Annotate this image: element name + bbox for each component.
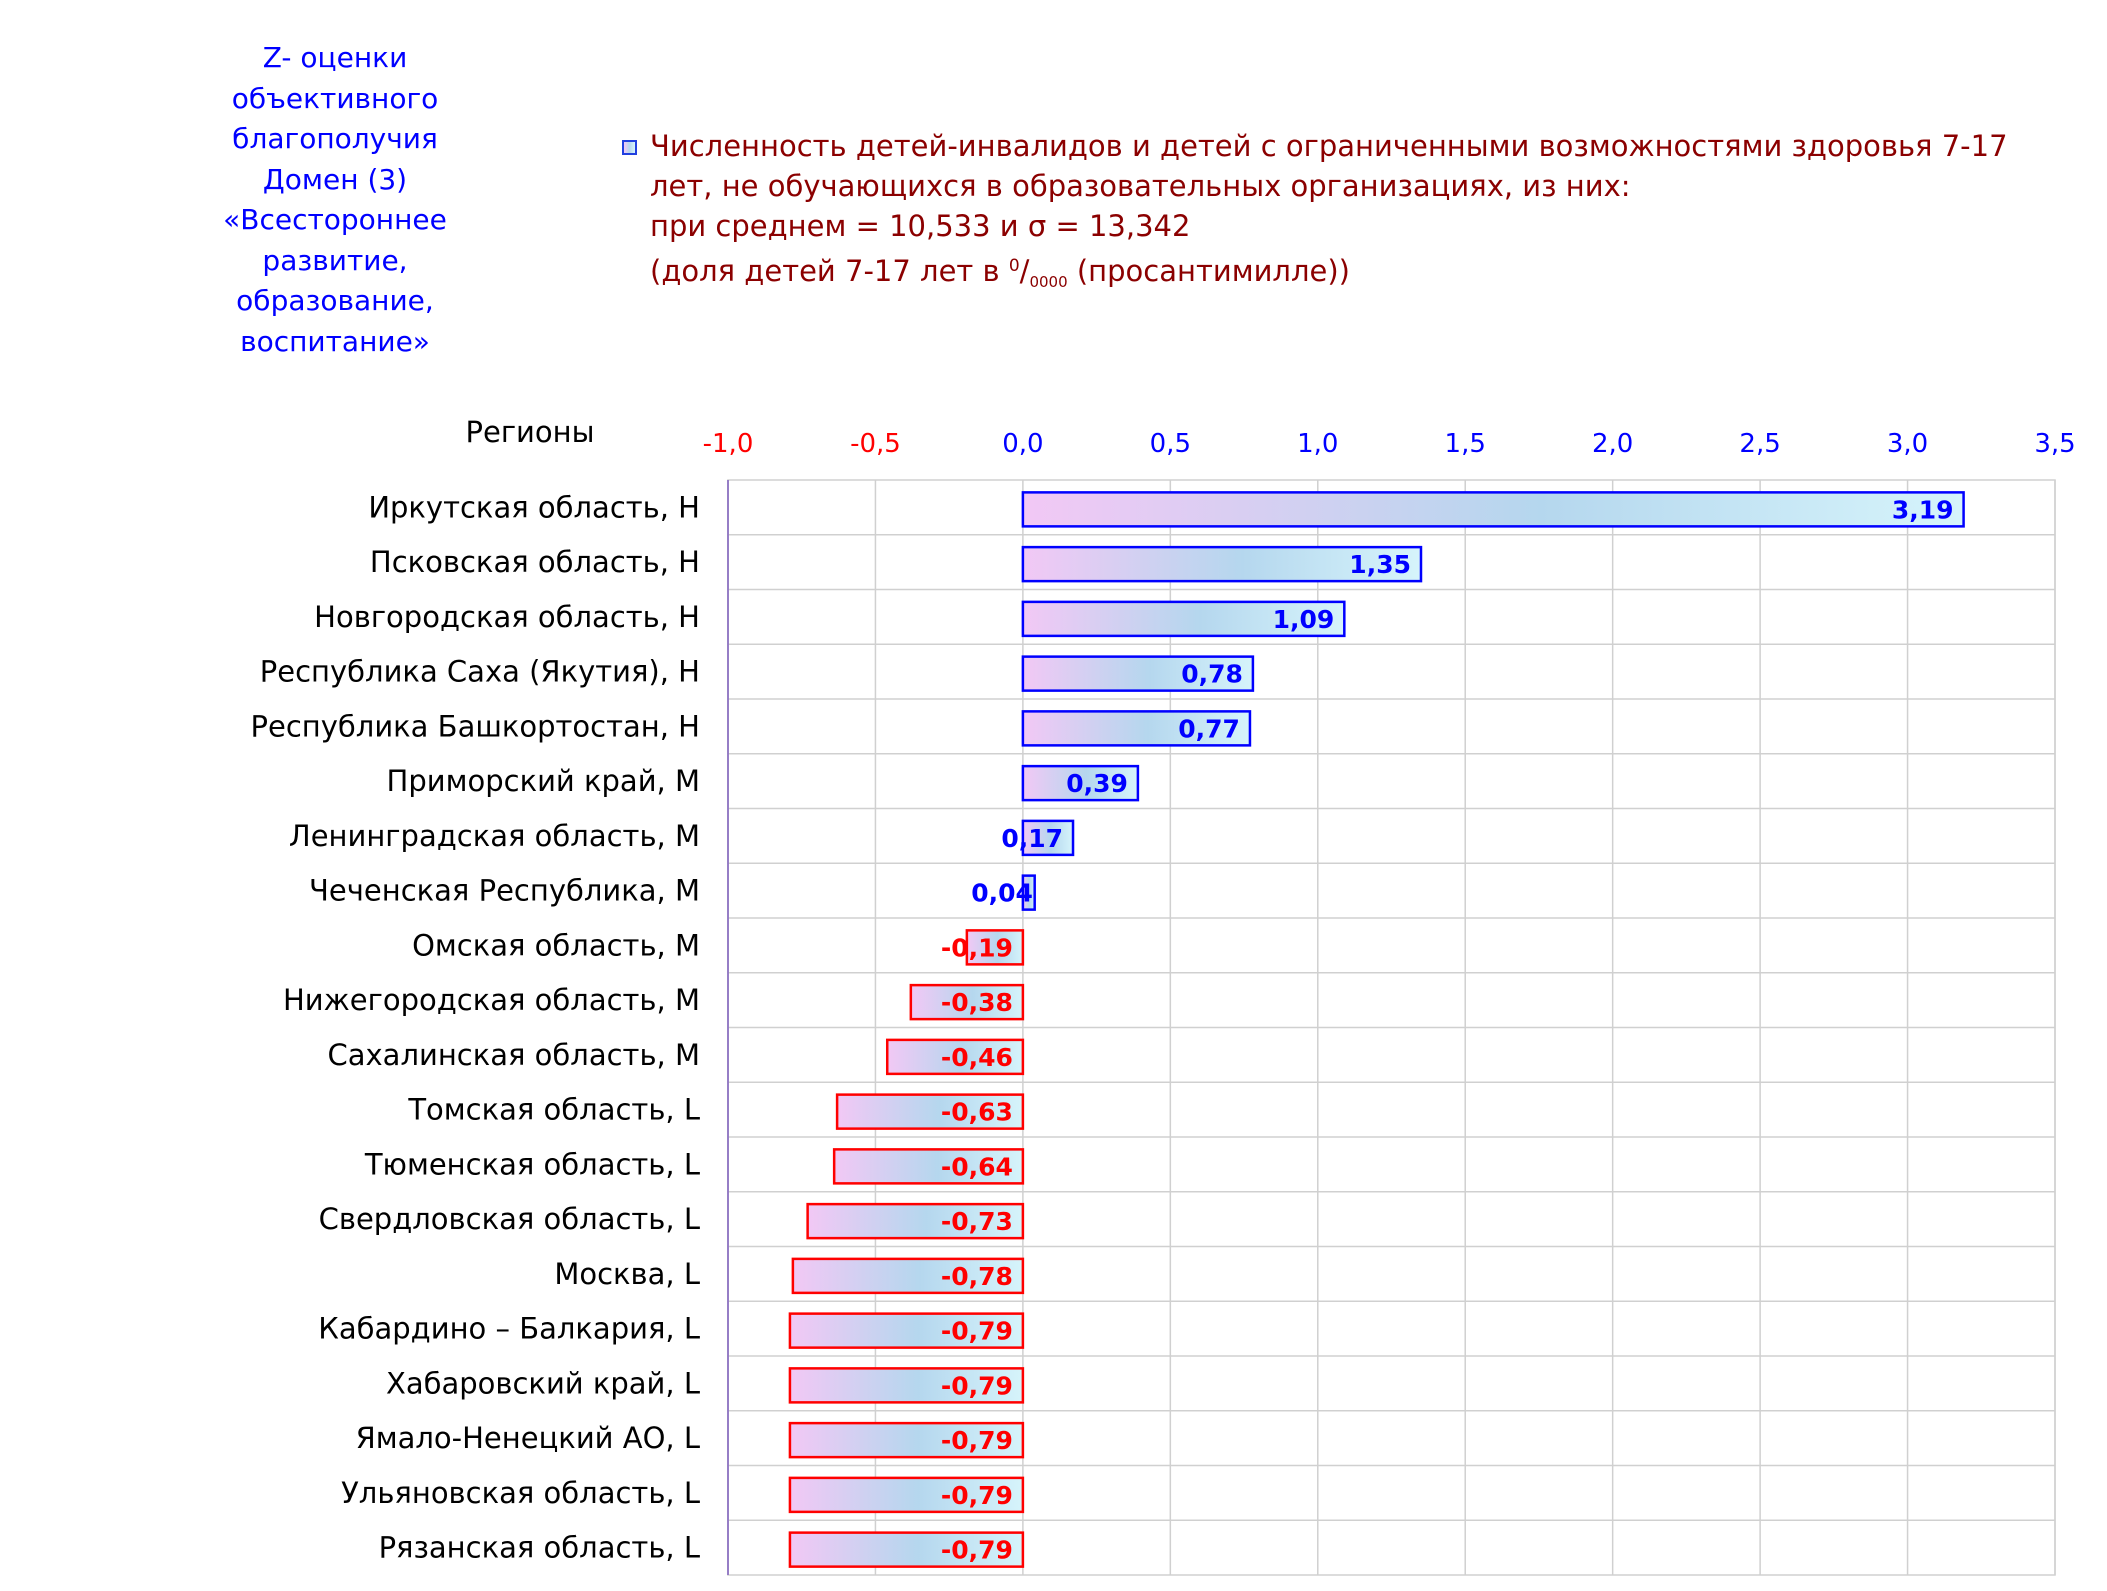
category-label: Хабаровский край, L [386,1366,700,1400]
bar [1021,874,1036,911]
category-label: Псковская область, H [370,545,700,579]
category-label: Ульяновская область, L [341,1476,700,1510]
data-label: -0,78 [941,1262,1013,1291]
side-title-line: развитие, [262,243,408,277]
category-label: Рязанская область, L [379,1531,700,1565]
side-title-line: благополучия [232,122,438,155]
x-tick-label: 3,0 [1887,429,1928,459]
chart-legend: Численность детей-инвалидов и детей с ог… [622,126,2008,302]
x-tick-label: 1,5 [1445,429,1486,459]
category-label: Нижегородская область, M [283,983,700,1017]
x-tick-label: 3,5 [2034,429,2075,459]
data-label: 0,78 [1181,660,1243,689]
bar [1021,710,1252,747]
data-label: -0,79 [941,1426,1013,1455]
bar [909,983,1025,1021]
x-axis-ticks: -1,0 -0,5 0,0 0,5 1,0 1,5 2,0 2,5 3,0 3,5 [703,429,2076,459]
x-tick-label: -0,5 [850,429,901,459]
data-label: -0,64 [941,1152,1013,1181]
bar [788,1312,1025,1349]
data-label: 1,09 [1273,605,1335,634]
category-label: Омская область, M [412,928,700,962]
legend-line: при среднем = 10,533 и σ = 13,342 [650,209,1191,243]
category-label: Тюменская область, L [364,1147,700,1181]
category-label: Иркутская область, H [368,490,700,524]
bar [791,1257,1025,1295]
category-label: Ямало-Ненецкий АО, L [356,1421,700,1455]
category-label: Кабардино – Балкария, L [318,1312,700,1346]
side-title-line: Домен (3) [262,162,408,196]
category-labels: Иркутская область, H Псковская область, H… [251,490,701,1564]
bar [835,1093,1025,1130]
legend-unit-suffix: (просантимилле)) [1067,254,1350,288]
bar [1021,764,1140,802]
data-label: -0,73 [941,1207,1013,1236]
x-tick-label: 0,5 [1150,429,1191,459]
bar [885,1038,1025,1076]
bar [1021,491,1965,528]
category-label: Республика Башкортостан, H [251,709,701,743]
legend-line: (доля детей 7-17 лет в 0/0000 (просантим… [650,246,2008,302]
category-label: Республика Саха (Якутия), H [260,655,700,689]
legend-unit-sup: 0 [1008,256,1020,276]
x-tick-label: 2,0 [1592,429,1633,459]
category-label: Томская область, L [407,1093,700,1127]
bar [788,1367,1025,1404]
side-title-line: Z- оценки [262,41,408,74]
category-label: Чеченская Республика, M [309,874,700,908]
bar [1021,600,1346,638]
category-label: Сахалинская область, M [327,1038,700,1072]
data-label: -0,63 [941,1098,1013,1127]
legend-unit-slash: / [1019,254,1030,288]
x-tick-label: 0,0 [1002,429,1043,459]
chart-grid [727,479,2056,1576]
data-label: -0,79 [941,1371,1013,1400]
side-title-line: объективного [231,81,439,115]
data-label: 0,04 [971,879,1033,908]
side-title-line: «Всестороннее [223,203,447,236]
bar [806,1202,1025,1240]
category-axis-label: Регионы [465,415,594,449]
x-tick-label: 2,5 [1739,429,1780,459]
category-label: Свердловская область, L [319,1202,700,1236]
bar [1021,819,1075,857]
data-label: 3,19 [1892,495,1954,524]
legend-swatch [622,140,637,155]
data-label: 1,35 [1349,550,1411,579]
legend-text: Численность детей-инвалидов и детей с ог… [622,126,2008,302]
bar [1021,655,1255,692]
legend-unit-prefix: (доля детей 7-17 лет в [650,254,1009,288]
bar [965,929,1025,966]
side-title-line: воспитание» [240,324,430,358]
bar [832,1148,1025,1185]
category-label: Приморский край, M [387,764,700,798]
data-labels: 3,19 1,35 1,09 0,78 0,77 0,390,17 0,04 -0,19 -0,… [941,495,1954,1564]
data-label: 0,39 [1066,769,1128,798]
category-label: Новгородская область, H [314,600,700,634]
category-label: Москва, L [554,1257,700,1291]
category-label: Ленинградская область, M [289,819,700,853]
data-label: -0,38 [941,988,1013,1017]
legend-line: Численность детей-инвалидов и детей с ог… [650,129,2008,163]
data-label: -0,79 [941,1536,1013,1565]
bar [788,1476,1025,1514]
data-label: -0,46 [941,1043,1013,1072]
legend-line: лет, не обучающихся в образовательных ор… [650,169,1631,203]
bar [1021,545,1423,583]
bars [788,491,1965,1568]
data-label: -0,79 [941,1317,1013,1346]
side-title-line: образование, [236,284,434,317]
legend-unit-sub: 0000 [1029,273,1068,291]
bar [788,1421,1025,1459]
data-label: -0,19 [941,933,1013,962]
x-tick-label: 1,0 [1297,429,1338,459]
data-label: 0,77 [1178,714,1240,743]
side-title: Z- оценки объективного благополучия Доме… [185,38,485,362]
x-tick-label: -1,0 [703,429,754,459]
bar [788,1531,1025,1568]
data-label: 0,17 [1001,824,1063,853]
data-label: -0,79 [941,1481,1013,1510]
